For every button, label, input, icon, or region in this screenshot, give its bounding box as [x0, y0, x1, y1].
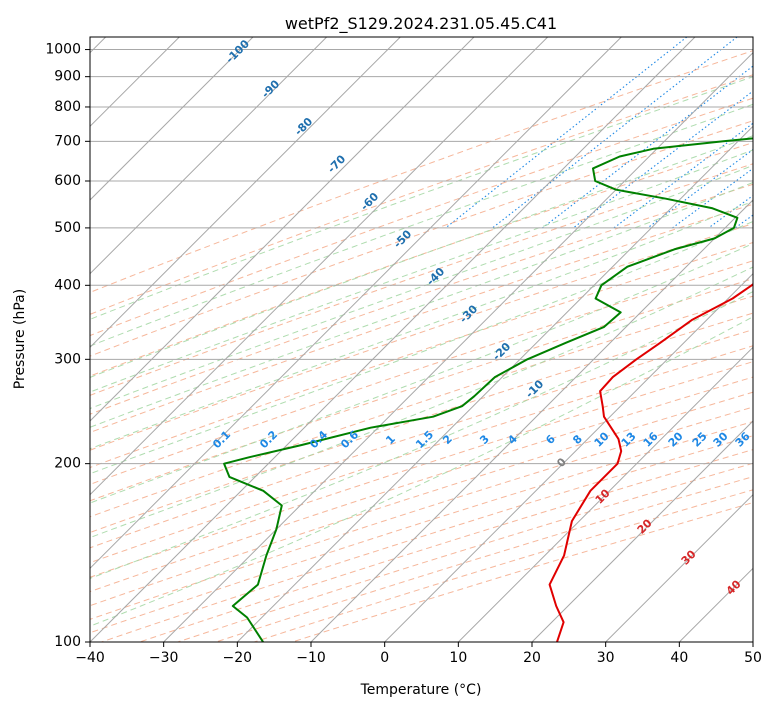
plot-background: [90, 37, 753, 642]
x-axis-label: Temperature (°C): [360, 682, 482, 698]
y-tick-label: 900: [54, 69, 81, 85]
y-tick-label: 300: [54, 351, 81, 367]
y-tick-label: 200: [54, 456, 81, 472]
x-tick-label: −40: [75, 650, 105, 666]
x-tick-label: −10: [296, 650, 326, 666]
y-axis-label: Pressure (hPa): [12, 289, 28, 389]
y-tick-label: 500: [54, 220, 81, 236]
x-tick-label: 30: [597, 650, 615, 666]
x-tick-label: 20: [523, 650, 541, 666]
y-tick-label: 100: [54, 634, 81, 650]
chart-title: wetPf2_S129.2024.231.05.45.C41: [285, 14, 557, 34]
y-tick-label: 600: [54, 173, 81, 189]
x-tick-label: 40: [670, 650, 688, 666]
x-tick-label: 10: [449, 650, 467, 666]
y-tick-label: 400: [54, 277, 81, 293]
x-tick-label: 50: [744, 650, 762, 666]
y-tick-label: 1000: [45, 42, 81, 58]
x-tick-label: −20: [223, 650, 253, 666]
x-tick-label: −30: [149, 650, 179, 666]
y-tick-label: 700: [54, 133, 81, 149]
x-tick-label: 0: [380, 650, 389, 666]
y-tick-label: 800: [54, 99, 81, 115]
